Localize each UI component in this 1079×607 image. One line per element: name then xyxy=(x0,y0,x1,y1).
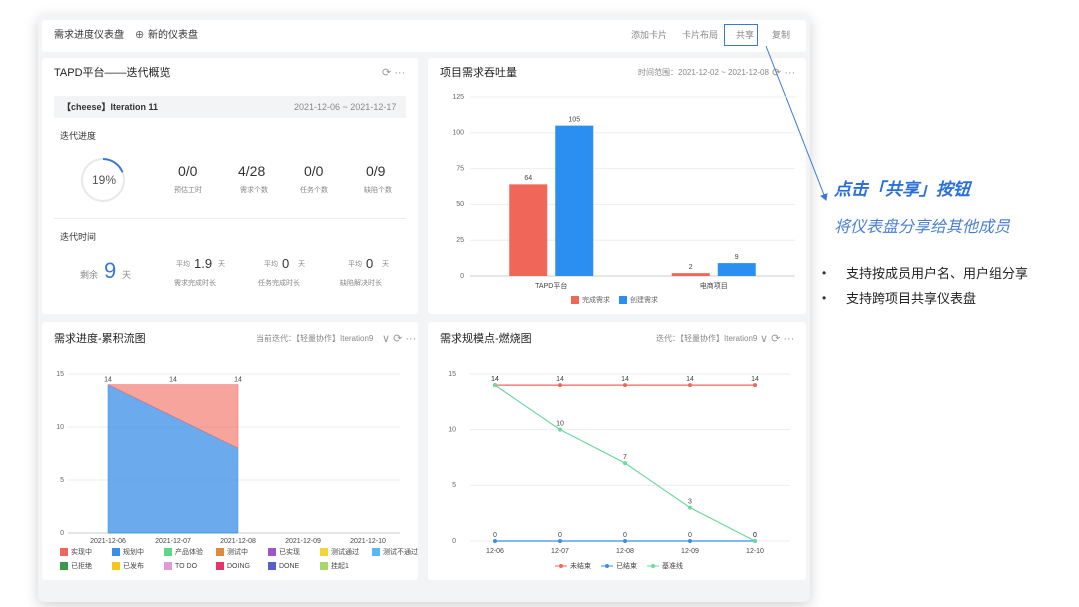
progress-label: 19% xyxy=(92,173,117,187)
avg-label: 需求完成时长 xyxy=(174,280,216,287)
remain-value: 9 xyxy=(104,258,117,283)
section-title: 迭代进度 xyxy=(60,131,97,141)
stat-label: 缺陷个数 xyxy=(364,187,392,194)
callout-subtitle: 将仪表盘分享给其他成员 xyxy=(834,219,1011,236)
stat-label: 预估工时 xyxy=(174,187,202,194)
stat-value: 0/9 xyxy=(366,163,386,179)
iteration-dates: 2021-12-06 ~ 2021-12-17 xyxy=(294,102,397,112)
card-icons[interactable]: ⟳ ··· xyxy=(382,67,406,79)
avg-unit: 天 xyxy=(218,261,225,268)
card-title: 需求进度-累积流图 xyxy=(54,333,146,345)
avg-value: 0 xyxy=(282,256,290,271)
new-dashboard[interactable]: 新的仪表盘 xyxy=(148,30,198,41)
avg-value: 1.9 xyxy=(194,256,213,271)
stat-value: 0/0 xyxy=(178,163,198,179)
callout-bullet: 支持跨项目共享仪表盘 xyxy=(846,291,977,306)
share[interactable]: 共享 xyxy=(736,30,755,40)
iteration-box[interactable]: 【cheese】Iteration 11 2021-12-06 ~ 2021-1… xyxy=(54,96,406,118)
avg-prefix: 平均 xyxy=(176,261,190,268)
bullet: • xyxy=(822,291,827,305)
copy[interactable]: 复制 xyxy=(772,30,791,40)
cumulative-card: 需求进度-累积流图 当前迭代：【轻量协作】Iteration9 ∨ ⟳ ··· xyxy=(42,322,418,580)
card-icons[interactable]: ∨ ⟳ ··· xyxy=(382,333,417,345)
callout-bullet: 支持按成员用户名、用户组分享 xyxy=(846,266,1029,281)
avg-label: 缺陷解决时长 xyxy=(340,280,382,287)
dashboard-select[interactable]: 需求进度仪表盘 xyxy=(54,30,124,41)
add-card[interactable]: 添加卡片 xyxy=(631,30,668,40)
toolbar: 需求进度仪表盘 ∨ ⊕ 新的仪表盘 添加卡片 卡片布局 共享 复制 xyxy=(42,20,806,52)
avg-unit: 天 xyxy=(382,261,389,268)
dropdown-icon: ∨ xyxy=(118,29,126,40)
section-title: 迭代时间 xyxy=(60,232,97,242)
bullet: • xyxy=(822,266,827,280)
stat-label: 任务个数 xyxy=(300,187,328,194)
avg-prefix: 平均 xyxy=(264,261,278,268)
card-icons[interactable]: ∨ ⟳ ··· xyxy=(760,333,795,345)
callout-title: 点击「共享」按钮 xyxy=(834,180,970,199)
divider xyxy=(54,218,406,219)
card-title: 项目需求吞吐量 xyxy=(440,67,517,79)
avg-label: 任务完成时长 xyxy=(258,280,300,287)
avg-value: 0 xyxy=(366,256,374,271)
card-title: 需求规模点-燃烧图 xyxy=(440,333,532,345)
stat-value: 4/28 xyxy=(238,163,266,179)
iteration-name: 【cheese】Iteration 11 xyxy=(62,102,159,112)
remain-unit: 天 xyxy=(122,270,132,280)
throughput-card: 项目需求吞吐量 时间范围：2021-12-02 ~ 2021-12-08 ⟳ ·… xyxy=(428,58,806,314)
stat-label: 需求个数 xyxy=(240,187,268,194)
stat-value: 0/0 xyxy=(304,163,324,179)
card-subtitle: 迭代：【轻量协作】Iteration9 xyxy=(656,334,758,343)
burn-card: 需求规模点-燃烧图 迭代：【轻量协作】Iteration9 ∨ ⟳ ··· xyxy=(428,322,806,580)
card-layout[interactable]: 卡片布局 xyxy=(682,30,719,40)
avg-prefix: 平均 xyxy=(348,261,362,268)
remain-prefix: 剩余 xyxy=(80,270,99,280)
card-icons[interactable]: ⟳ ··· xyxy=(772,67,796,79)
overview-card: TAPD平台——迭代概览 ⟳ ··· 【cheese】Iteration 11 … xyxy=(42,58,418,314)
plus-icon: ⊕ xyxy=(135,29,145,41)
share-highlight xyxy=(724,24,758,46)
avg-unit: 天 xyxy=(298,261,305,268)
card-subtitle: 时间范围：2021-12-02 ~ 2021-12-08 xyxy=(638,68,769,77)
card-title: TAPD平台——迭代概览 xyxy=(54,67,171,79)
card-subtitle: 当前迭代：【轻量协作】Iteration9 xyxy=(256,334,374,343)
